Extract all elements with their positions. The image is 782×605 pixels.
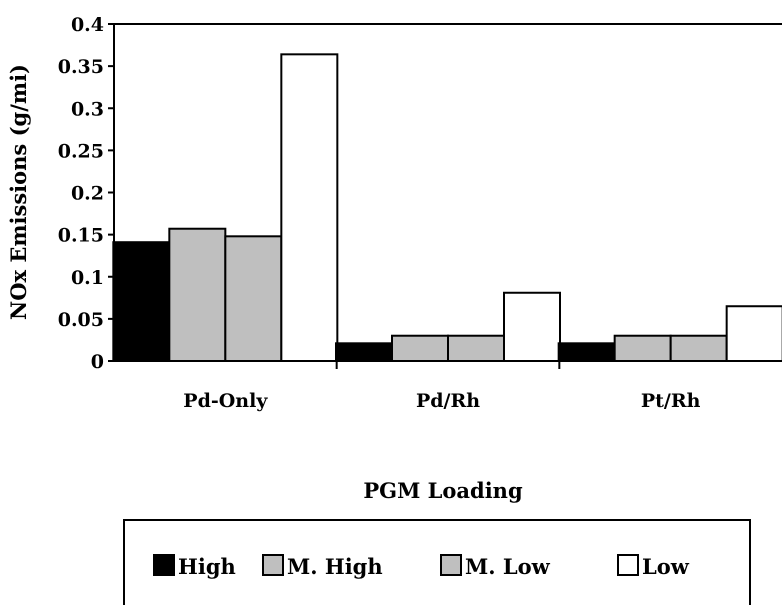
bar-m-low-pd-rh <box>447 334 505 363</box>
y-tick-label: 0.35 <box>58 56 104 78</box>
bar-m-low-pt-rh <box>669 334 728 363</box>
legend-label: M. High <box>287 554 383 579</box>
y-axis: 0.4 0.35 0.3 0.25 0.2 0.15 0.1 0.05 0 <box>58 14 114 373</box>
y-axis-title: NOx Emissions (g/mi) <box>6 64 31 320</box>
bar-low-pt-rh <box>725 305 782 362</box>
y-tick-label: 0.05 <box>58 309 104 331</box>
x-tick-label: Pt/Rh <box>641 390 701 412</box>
bar-m-low-pd-only <box>224 235 283 362</box>
bars-group <box>112 53 782 363</box>
bar-m-high-pd-only <box>168 227 227 362</box>
x-tick-label: Pd-Only <box>183 390 268 412</box>
y-tick-label: 0.1 <box>71 267 104 289</box>
legend: High M. High M. Low Low <box>123 519 751 605</box>
bar-low-pd-only <box>280 53 339 363</box>
legend-label: High <box>178 554 236 579</box>
bar-high-pt-rh <box>557 342 616 362</box>
legend-label: Low <box>642 554 690 579</box>
bar-high-pd-only <box>112 241 171 363</box>
legend-swatch <box>262 554 284 576</box>
y-tick-label: 0.25 <box>58 140 104 162</box>
x-axis: Pd-Only Pd/Rh Pt/Rh <box>183 361 701 412</box>
bar-high-pd-rh <box>335 342 393 362</box>
y-tick-label: 0.2 <box>71 183 104 205</box>
legend-box <box>123 519 751 605</box>
y-tick-label: 0 <box>91 351 104 373</box>
bar-m-high-pt-rh <box>613 334 672 363</box>
legend-label: M. Low <box>465 554 551 579</box>
y-tick-label: 0.3 <box>71 98 104 120</box>
x-tick-label: Pd/Rh <box>416 390 480 412</box>
y-tick-label: 0.15 <box>58 225 104 247</box>
y-tick-label: 0.4 <box>71 14 104 36</box>
legend-swatch <box>153 554 175 576</box>
legend-swatch <box>617 554 639 576</box>
bar-m-high-pd-rh <box>391 334 449 363</box>
x-axis-title: PGM Loading <box>363 478 523 503</box>
bar-low-pd-rh <box>503 291 561 363</box>
legend-swatch <box>440 554 462 576</box>
